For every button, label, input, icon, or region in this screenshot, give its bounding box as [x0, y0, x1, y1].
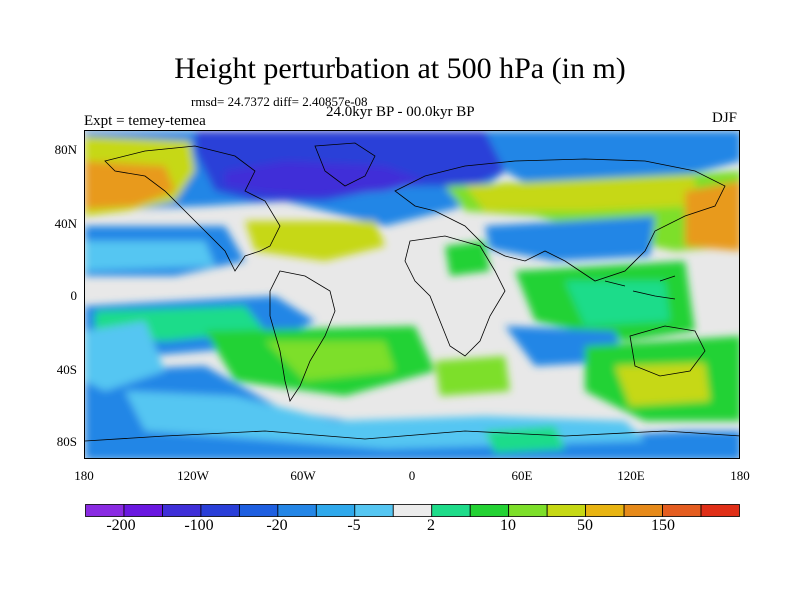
experiment-label: Expt = temey-temea	[84, 113, 206, 129]
colorbar-label: -100	[184, 517, 214, 534]
contour-map	[85, 131, 739, 458]
coastline-antarctica	[85, 430, 739, 442]
colorbar-box	[200, 504, 240, 517]
coastline-africa	[404, 235, 506, 357]
lat-label: 80N	[54, 142, 77, 157]
lon-label: 120W	[177, 468, 209, 483]
coastline-eurasia	[394, 158, 726, 282]
colorbar-box	[162, 504, 202, 517]
contour-fill	[85, 131, 739, 458]
coastline-australia	[629, 325, 706, 377]
rmsd-stats: rmsd= 24.7372 diff= 2.40857e-08	[191, 94, 368, 109]
colorbar	[85, 504, 740, 517]
colorbar-box	[354, 504, 394, 517]
contour-band	[245, 221, 385, 261]
colorbar-label: 10	[500, 517, 516, 534]
contour-band	[615, 363, 710, 406]
colorbar-box	[700, 504, 740, 517]
colorbar-label: -5	[347, 517, 361, 534]
colorbar-label: -20	[266, 517, 288, 534]
lon-label: 120E	[617, 468, 645, 483]
lon-label: 60W	[290, 468, 316, 483]
contour-band	[565, 281, 670, 326]
contour-band	[485, 216, 655, 261]
lon-label: 0	[408, 468, 416, 483]
colorbar-box	[123, 504, 163, 517]
colorbar-label: -200	[106, 517, 136, 534]
colorbar-box	[277, 504, 317, 517]
coastline-south-america	[269, 270, 336, 402]
coastline-greenland	[314, 142, 376, 187]
colorbar-box	[662, 504, 702, 517]
colorbar-box	[392, 504, 433, 517]
contour-band	[685, 181, 739, 251]
season-label: DJF	[712, 110, 738, 126]
contour-band	[445, 241, 490, 276]
coastline-north-america	[104, 145, 281, 272]
colorbar-box	[315, 504, 356, 517]
contour-band	[225, 161, 425, 196]
colorbar-box	[469, 504, 510, 517]
colorbar-label: 50	[577, 517, 593, 534]
colorbar-label: 2	[427, 517, 435, 534]
coastlines	[85, 142, 739, 442]
contour-band	[85, 321, 165, 391]
colorbar-box	[508, 504, 548, 517]
colorbar-box	[238, 504, 279, 517]
lat-label: 40N	[54, 216, 77, 231]
lat-label: 40S	[56, 362, 77, 377]
lon-label: 180	[74, 468, 94, 483]
colorbar-box	[585, 504, 625, 517]
lon-label: 180	[730, 468, 750, 483]
lat-label: 0	[70, 288, 78, 303]
time-period-subtitle: 24.0kyr BP - 00.0kyr BP	[326, 104, 475, 120]
map-panel	[84, 130, 740, 459]
chart-title: Height perturbation at 500 hPa (in m)	[174, 52, 626, 85]
lon-label: 60E	[511, 468, 533, 483]
coastline-indonesia	[604, 275, 676, 300]
contour-band	[85, 161, 175, 209]
colorbar-box	[431, 504, 471, 517]
lat-label: 80S	[56, 434, 77, 449]
colorbar-label: 150	[651, 517, 675, 534]
colorbar-box	[623, 504, 663, 517]
colorbar-box	[85, 504, 125, 517]
contour-band	[85, 241, 215, 271]
contour-band	[435, 356, 510, 396]
contour-band	[465, 176, 695, 211]
colorbar-box	[546, 504, 587, 517]
contour-band	[265, 341, 395, 381]
